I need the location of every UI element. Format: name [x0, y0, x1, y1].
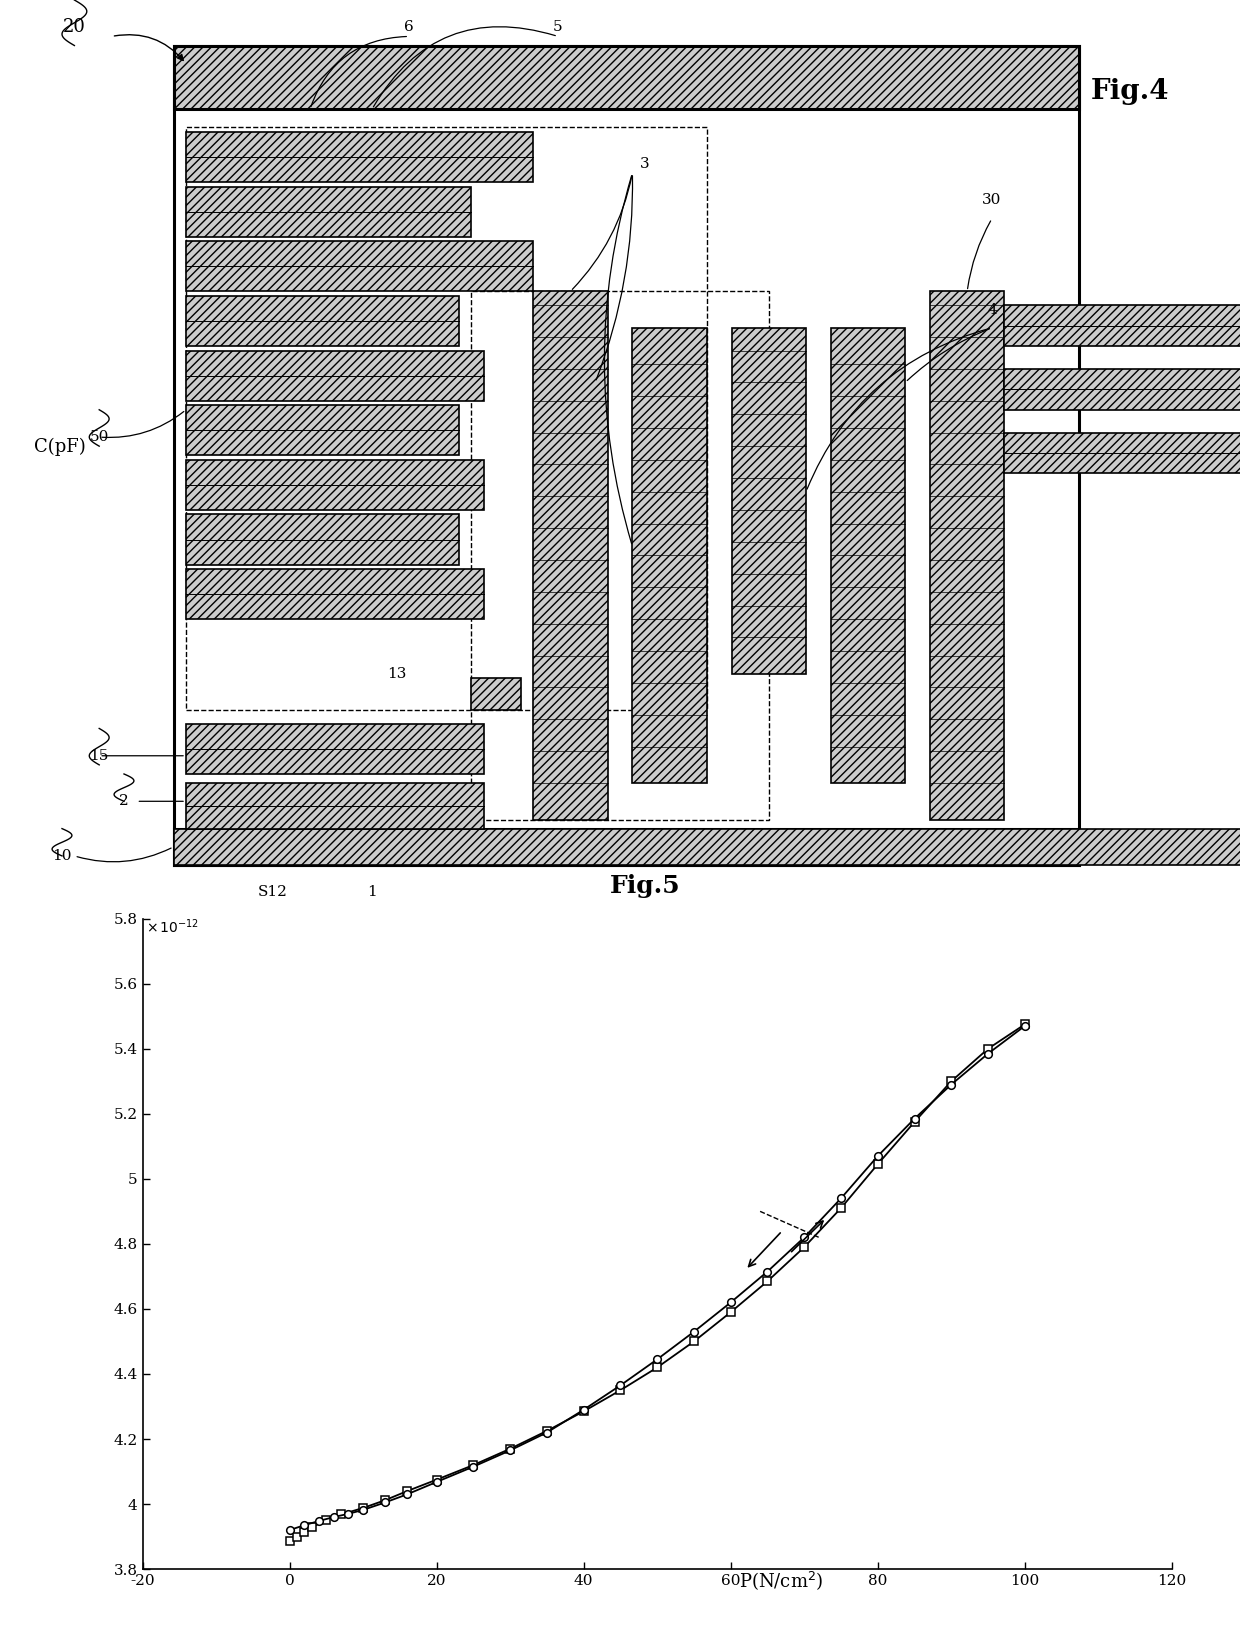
Bar: [174, 829, 1079, 865]
Bar: [186, 351, 484, 400]
Bar: [174, 46, 1079, 109]
Text: 4: 4: [987, 302, 997, 317]
Text: 1: 1: [367, 885, 377, 899]
Bar: [174, 46, 1079, 865]
Bar: [1004, 369, 1240, 410]
Bar: [471, 678, 521, 711]
Text: 6: 6: [404, 20, 414, 34]
Bar: [186, 187, 471, 237]
Bar: [632, 328, 707, 784]
Bar: [174, 829, 1240, 865]
Bar: [732, 328, 806, 673]
Text: Fig.5: Fig.5: [610, 875, 680, 898]
Bar: [186, 569, 484, 620]
Text: 10: 10: [52, 849, 72, 863]
Bar: [471, 291, 769, 820]
Bar: [1004, 306, 1240, 346]
Bar: [186, 241, 533, 291]
Text: 13: 13: [387, 667, 407, 681]
Text: 50: 50: [89, 429, 109, 444]
Bar: [186, 405, 459, 455]
Bar: [186, 296, 459, 346]
Bar: [930, 291, 1004, 820]
Text: C(pF): C(pF): [33, 437, 86, 457]
Bar: [186, 132, 533, 182]
Bar: [533, 291, 608, 820]
Bar: [186, 724, 484, 774]
Bar: [186, 784, 484, 829]
Bar: [1004, 433, 1240, 473]
Text: 5: 5: [553, 20, 563, 34]
Text: 2: 2: [119, 793, 129, 808]
Text: 3: 3: [640, 156, 650, 171]
Bar: [186, 460, 484, 511]
Text: 15: 15: [89, 748, 109, 763]
Bar: [186, 127, 707, 711]
Text: $\times\,10^{-12}$: $\times\,10^{-12}$: [146, 917, 200, 937]
Text: Fig.4: Fig.4: [1091, 78, 1169, 104]
Text: P(N/cm$^2$): P(N/cm$^2$): [739, 1569, 823, 1592]
Text: S12: S12: [258, 885, 288, 899]
Text: 30: 30: [982, 193, 1002, 208]
Bar: [831, 328, 905, 784]
Bar: [186, 514, 459, 564]
Text: 20: 20: [63, 18, 86, 36]
